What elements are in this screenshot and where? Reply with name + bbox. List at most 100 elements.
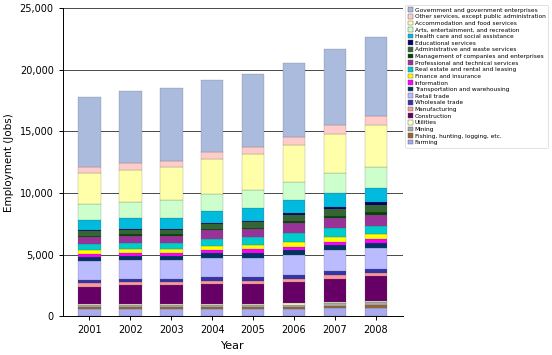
Bar	[242, 253, 264, 258]
Bar	[201, 224, 224, 229]
Bar	[201, 307, 224, 309]
Bar	[242, 229, 264, 237]
Bar	[160, 304, 183, 305]
Bar	[119, 202, 142, 218]
Bar	[242, 237, 264, 245]
Bar	[160, 234, 183, 235]
Bar	[323, 237, 346, 242]
Bar	[119, 163, 142, 170]
Bar	[283, 309, 305, 316]
Bar	[201, 280, 224, 284]
Bar	[201, 258, 224, 277]
Bar	[119, 305, 142, 307]
Bar	[201, 284, 224, 304]
Bar	[283, 242, 305, 247]
Bar	[364, 116, 387, 125]
Bar	[323, 193, 346, 207]
Bar	[78, 230, 100, 231]
Bar	[323, 308, 346, 316]
Bar	[78, 309, 100, 316]
Bar	[119, 253, 142, 256]
Bar	[323, 275, 346, 279]
Bar	[78, 237, 100, 244]
Bar	[242, 304, 264, 305]
Bar	[119, 218, 142, 229]
Bar	[364, 125, 387, 167]
Bar	[78, 254, 100, 257]
Bar	[119, 285, 142, 304]
Bar	[160, 218, 183, 229]
Bar	[242, 190, 264, 208]
Bar	[364, 269, 387, 273]
Bar	[364, 234, 387, 239]
Bar	[119, 170, 142, 202]
Bar	[201, 211, 224, 223]
Bar	[242, 222, 264, 228]
Bar	[242, 74, 264, 147]
Bar	[201, 250, 224, 253]
Bar	[201, 304, 224, 305]
Bar	[160, 253, 183, 256]
Bar	[283, 145, 305, 182]
Bar	[242, 221, 264, 222]
Bar	[78, 261, 100, 280]
X-axis label: Year: Year	[221, 341, 245, 351]
Bar	[323, 49, 346, 125]
Bar	[364, 305, 387, 308]
Bar	[242, 305, 264, 307]
Bar	[78, 231, 100, 235]
Bar	[160, 279, 183, 282]
Bar	[323, 250, 346, 271]
Bar	[283, 222, 305, 223]
Bar	[323, 216, 346, 218]
Bar	[364, 167, 387, 188]
Bar	[119, 256, 142, 260]
Bar	[364, 308, 387, 316]
Bar	[78, 220, 100, 230]
Bar	[160, 230, 183, 234]
Bar	[364, 302, 387, 305]
Bar	[283, 213, 305, 215]
Bar	[323, 207, 346, 209]
Bar	[201, 193, 224, 211]
Bar	[78, 250, 100, 254]
Bar	[78, 307, 100, 309]
Bar	[119, 91, 142, 163]
Bar	[323, 303, 346, 306]
Bar	[78, 97, 100, 167]
Bar	[323, 245, 346, 250]
Bar	[201, 305, 224, 307]
Bar	[283, 255, 305, 275]
Bar	[160, 249, 183, 253]
Bar	[201, 239, 224, 246]
Bar	[283, 182, 305, 201]
Bar	[78, 257, 100, 261]
Bar	[364, 226, 387, 234]
Bar	[201, 253, 224, 258]
Bar	[160, 256, 183, 260]
Bar	[283, 282, 305, 303]
Bar	[283, 63, 305, 137]
Bar	[160, 285, 183, 304]
Bar	[201, 80, 224, 152]
Bar	[119, 279, 142, 282]
Bar	[283, 305, 305, 307]
Bar	[242, 228, 264, 229]
Bar	[78, 204, 100, 220]
Bar	[242, 245, 264, 249]
Bar	[323, 134, 346, 173]
Bar	[364, 214, 387, 226]
Bar	[364, 188, 387, 202]
Bar	[201, 229, 224, 230]
Bar	[119, 309, 142, 316]
Bar	[364, 276, 387, 301]
Bar	[283, 307, 305, 309]
Bar	[364, 202, 387, 205]
Legend: Government and government enterprises, Other services, except public administrat: Government and government enterprises, O…	[405, 5, 548, 148]
Bar	[160, 235, 183, 243]
Bar	[119, 304, 142, 305]
Bar	[364, 243, 387, 248]
Bar	[364, 212, 387, 214]
Bar	[323, 125, 346, 134]
Bar	[78, 235, 100, 237]
